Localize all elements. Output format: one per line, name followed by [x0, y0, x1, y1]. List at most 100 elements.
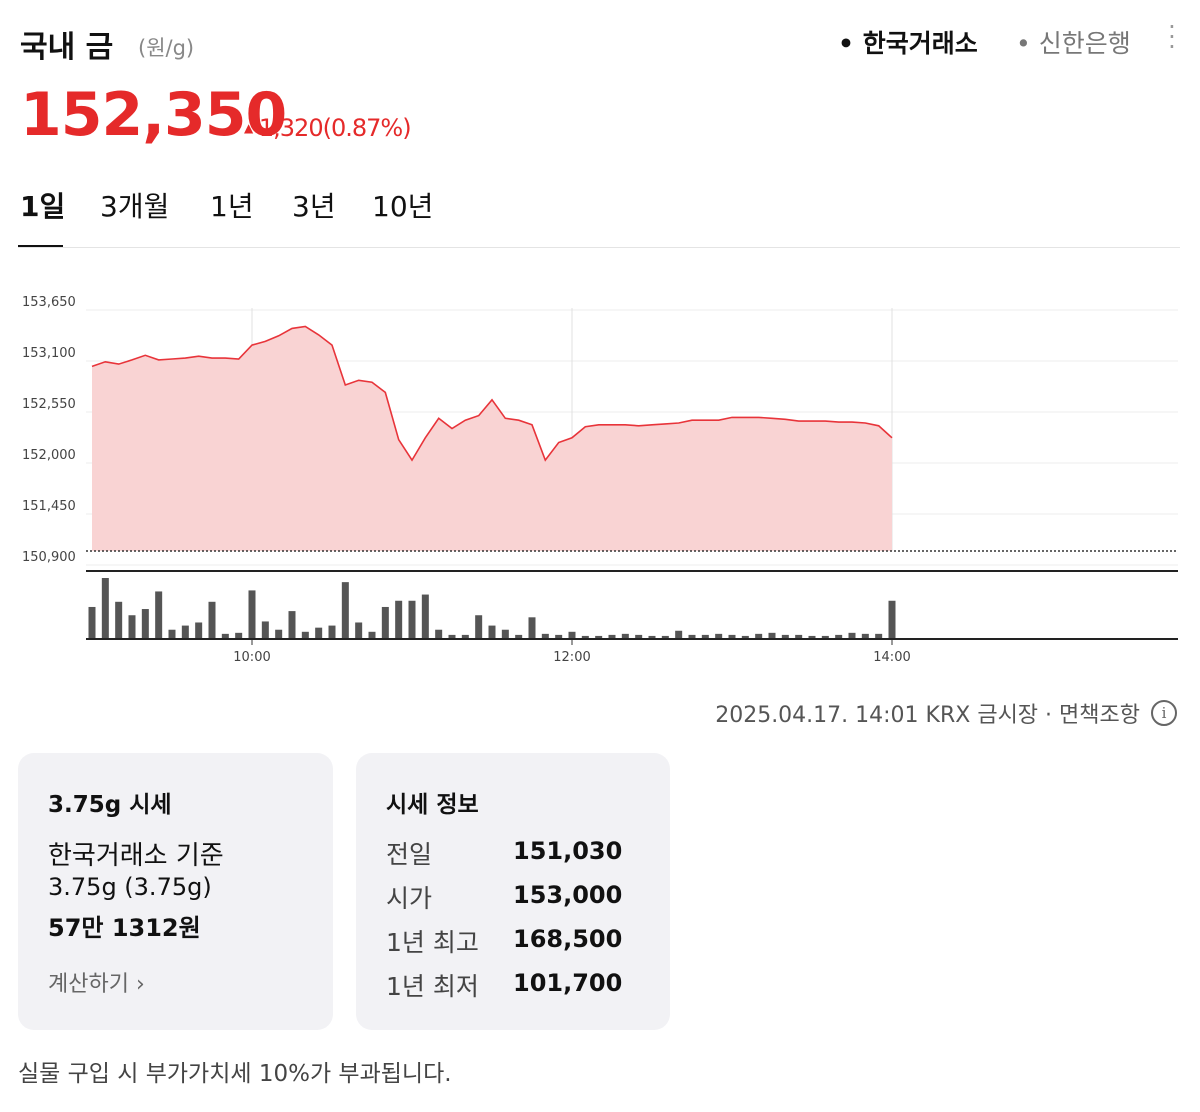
volume-bar [248, 590, 256, 638]
volume-bar [475, 615, 483, 638]
volume-bar [755, 633, 763, 638]
volume-bar [555, 634, 563, 638]
volume-bar [768, 632, 776, 638]
tab[interactable]: 10년 [372, 190, 434, 223]
volume-bar [328, 625, 336, 638]
volume-bar [595, 635, 603, 638]
volume-bar [395, 600, 403, 638]
volume-bar [675, 630, 683, 638]
tab[interactable]: 1일 [20, 190, 66, 223]
volume-bar [795, 634, 803, 638]
volume-bar [368, 631, 376, 638]
volume-bar [621, 633, 629, 638]
tab[interactable]: 3개월 [100, 190, 170, 223]
divider [18, 247, 1180, 248]
volume-bar [208, 601, 216, 638]
change: ▲ 1,320(0.87%) [244, 114, 412, 142]
volume-bar [581, 635, 589, 638]
footnote: 실물 구입 시 부가가치세 10%가 부과됩니다. [18, 1061, 452, 1087]
price-area [92, 326, 892, 551]
change-value: 1,320 [258, 114, 324, 142]
volume-bar [741, 635, 749, 638]
card-line: 3.75g (3.75g) [48, 873, 212, 901]
volume-bar [261, 621, 269, 638]
volume-bar [781, 634, 789, 638]
volume-bar [821, 635, 829, 638]
price: 152,350 [20, 80, 287, 150]
source-label: 한국거래소 [862, 29, 978, 58]
volume-bar [315, 627, 323, 638]
volume-bar [875, 633, 883, 638]
volume-bar [835, 634, 843, 638]
volume-bar [435, 629, 443, 638]
volume-bar [355, 622, 363, 638]
volume-bar [408, 600, 416, 638]
row-value: 153,000 [513, 881, 623, 909]
volume-bar [168, 629, 176, 638]
card-title: 3.75g 시세 [48, 792, 172, 818]
volume-bar [155, 591, 163, 638]
volume-bar [888, 600, 896, 638]
source-text: 2025.04.17. 14:01 KRX 금시장 [715, 703, 1039, 728]
y-tick-label: 153,100 [22, 346, 76, 361]
row-value: 101,700 [513, 969, 623, 997]
volume-bar [115, 601, 123, 638]
y-tick-label: 152,000 [22, 448, 76, 463]
calc-link[interactable]: 계산하기 › [48, 972, 145, 997]
more-menu[interactable]: · · · [1168, 13, 1176, 61]
source-tab[interactable]: • 한국거래소 [838, 29, 978, 58]
card-line: 한국거래소 기준 [48, 841, 224, 871]
volume-bar [448, 634, 456, 638]
y-tick-label: 151,450 [22, 499, 76, 514]
volume-bar [515, 634, 523, 638]
x-tick-label: 12:00 [553, 650, 590, 665]
row-label: 1년 최저 [386, 972, 479, 1001]
card-line: 57만 1312원 [48, 914, 201, 942]
volume-bar [88, 606, 96, 638]
volume-bar [195, 622, 203, 638]
volume-bar [701, 634, 709, 638]
volume-bar [541, 633, 549, 638]
volume-bar [288, 611, 296, 638]
price-line [91, 325, 893, 462]
card: 시세 정보 전일 151,030 시가 153,000 1년 최고 168,500 1년 최… [356, 753, 670, 1030]
volume-bar [221, 633, 229, 638]
y-tick-label: 152,550 [22, 397, 76, 412]
tab[interactable]: 3년 [292, 190, 336, 223]
source-note: 2025.04.17. 14:01 KRX 금시장 · 면책조항 [715, 703, 1140, 728]
volume-bar [861, 633, 869, 638]
volume-bar [635, 634, 643, 638]
row-label: 시가 [386, 884, 433, 913]
source-tab[interactable]: • 신한은행 [1016, 29, 1131, 58]
volume-bar [461, 634, 469, 638]
volume-bar [381, 606, 389, 638]
volume-bar [661, 635, 669, 638]
chart: 150,900 151,450 152,000 152,550 153,100 153,6… [22, 295, 1178, 665]
tab-underline [18, 245, 63, 248]
volume-bar [648, 635, 656, 638]
volume-bar [141, 609, 149, 638]
volume-bar [181, 625, 189, 638]
row-value: 168,500 [513, 925, 623, 953]
volume-bar [301, 631, 309, 638]
volume-bar [235, 632, 243, 638]
y-tick-label: 150,900 [22, 550, 76, 565]
y-tick-label: 153,650 [22, 295, 76, 310]
volume-bar [421, 594, 429, 638]
volume-bar [728, 634, 736, 638]
x-tick-label: 14:00 [873, 650, 910, 665]
disclaimer[interactable]: 면책조항 [1059, 703, 1140, 728]
card: 3.75g 시세 한국거래소 기준 3.75g (3.75g) 57만 1312… [18, 753, 333, 1030]
volume-bar [501, 629, 509, 638]
volume-bar [568, 631, 576, 638]
volume-bar [688, 634, 696, 638]
volume-bar [101, 578, 109, 638]
unit: (원/g) [138, 36, 195, 60]
volume-bar [488, 625, 496, 638]
volume-bar [848, 632, 856, 638]
info-icon[interactable]: i [1151, 700, 1177, 726]
volume-bar [608, 634, 616, 638]
volume-bar [275, 629, 283, 638]
tab[interactable]: 1년 [210, 190, 254, 223]
